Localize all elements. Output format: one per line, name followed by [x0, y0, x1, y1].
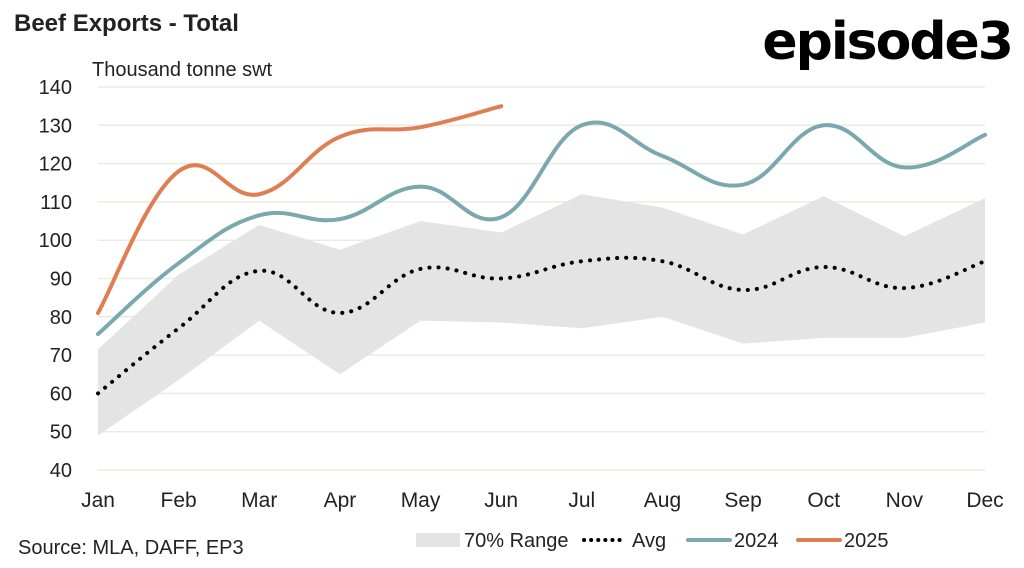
y-tick-label: 80: [50, 307, 72, 329]
x-axis: Jan Feb Mar Apr May Jun Jul Aug Sep Oct Nov Dec: [81, 489, 1004, 512]
legend-label-range: 70% Range: [464, 530, 569, 552]
y-axis: 40 50 60 70 80 90 100 110 120 130 140: [39, 77, 72, 482]
x-tick-label: Jun: [484, 489, 518, 512]
x-tick-label: Mar: [241, 489, 277, 512]
range-band: [98, 194, 985, 436]
y-tick-label: 60: [50, 383, 72, 405]
x-tick-label: Aug: [644, 489, 681, 512]
range-band-area: [98, 194, 985, 436]
y-tick-label: 130: [39, 115, 72, 137]
y-axis-label: Thousand tonne swt: [92, 59, 273, 81]
x-tick-label: May: [401, 489, 441, 512]
chart-title: Beef Exports - Total: [14, 10, 239, 37]
x-tick-label: Jan: [81, 489, 115, 512]
series-lines: [96, 104, 987, 396]
x-tick-label: Feb: [161, 489, 197, 512]
y-tick-label: 70: [50, 345, 72, 367]
x-tick-label: Nov: [886, 489, 924, 512]
legend-swatch-range: [416, 533, 460, 547]
legend: 70% Range Avg 2024 2025: [416, 530, 889, 552]
y-tick-label: 50: [50, 422, 72, 444]
x-tick-label: Dec: [966, 489, 1003, 512]
x-tick-label: Jul: [568, 489, 595, 512]
y-tick-label: 110: [40, 192, 72, 214]
y-tick-label: 90: [50, 269, 72, 291]
y-tick-label: 100: [39, 230, 72, 252]
series-2024: [96, 120, 987, 337]
x-tick-label: Apr: [324, 489, 357, 512]
source-note: Source: MLA, DAFF, EP3: [18, 537, 244, 559]
legend-label-2025: 2025: [844, 530, 889, 552]
series-2025: [96, 104, 504, 315]
y-tick-label: 40: [50, 460, 72, 482]
y-tick-label: 140: [39, 77, 72, 99]
x-tick-label: Oct: [807, 489, 840, 512]
series-avg: [96, 255, 987, 396]
legend-label-avg: Avg: [632, 530, 666, 552]
x-tick-label: Sep: [724, 489, 761, 512]
legend-label-2024: 2024: [734, 530, 779, 552]
brand-logo: episode3: [762, 12, 1014, 72]
y-tick-label: 120: [39, 154, 72, 176]
